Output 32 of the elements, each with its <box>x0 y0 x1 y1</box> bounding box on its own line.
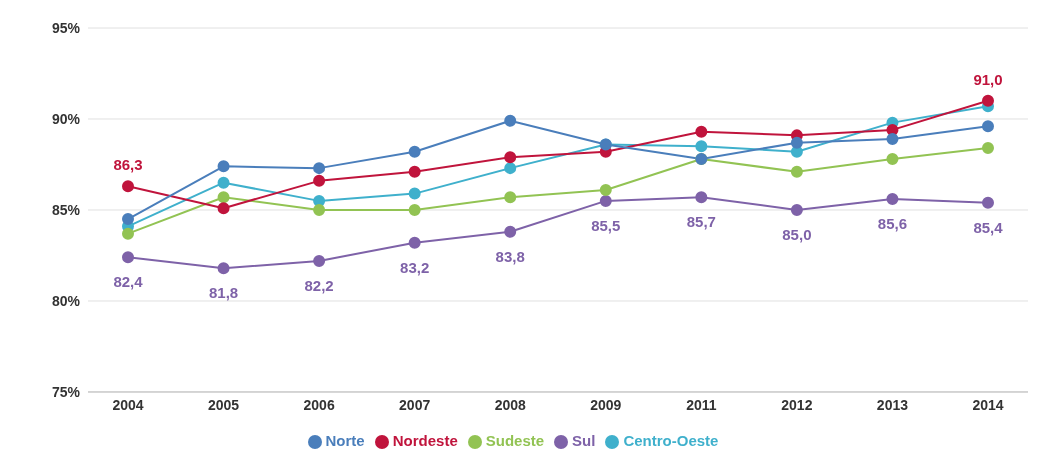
data-label: 83,8 <box>495 247 525 265</box>
x-tick-label: 2004 <box>112 396 144 413</box>
y-tick-label: 85% <box>51 201 81 218</box>
data-label: 85,0 <box>782 225 812 243</box>
x-tick-label: 2013 <box>876 396 909 413</box>
y-tick-label: 75% <box>51 383 81 400</box>
y-tick-label: 80% <box>51 292 81 309</box>
data-label: 91,0 <box>973 70 1003 88</box>
legend-label: Sudeste <box>485 431 545 449</box>
y-tick-label: 95% <box>51 19 81 36</box>
data-label: 81,8 <box>208 284 239 302</box>
x-tick-label: 2011 <box>686 396 717 413</box>
data-label: 85,4 <box>973 218 1004 236</box>
x-tick-label: 2009 <box>590 396 622 413</box>
data-label: 86,3 <box>113 156 143 174</box>
data-label: 85,6 <box>877 215 908 233</box>
x-tick-label: 2012 <box>781 396 813 413</box>
legend-label: Norte <box>325 431 365 449</box>
y-tick-label: 90% <box>51 110 81 127</box>
data-label: 85,5 <box>591 216 621 234</box>
x-tick-label: 2008 <box>494 396 526 413</box>
data-label: 83,2 <box>400 258 430 276</box>
data-label: 85,7 <box>686 213 716 231</box>
data-label: 82,2 <box>304 276 334 294</box>
x-tick-label: 2014 <box>972 396 1004 413</box>
data-label: 82,4 <box>113 273 144 291</box>
legend-label: Sul <box>572 431 596 449</box>
x-tick-label: 2007 <box>399 396 431 413</box>
legend-label: Centro-Oeste <box>623 431 719 449</box>
x-tick-label: 2005 <box>207 396 240 413</box>
x-tick-label: 2006 <box>303 396 335 413</box>
legend-label: Nordeste <box>392 431 458 449</box>
